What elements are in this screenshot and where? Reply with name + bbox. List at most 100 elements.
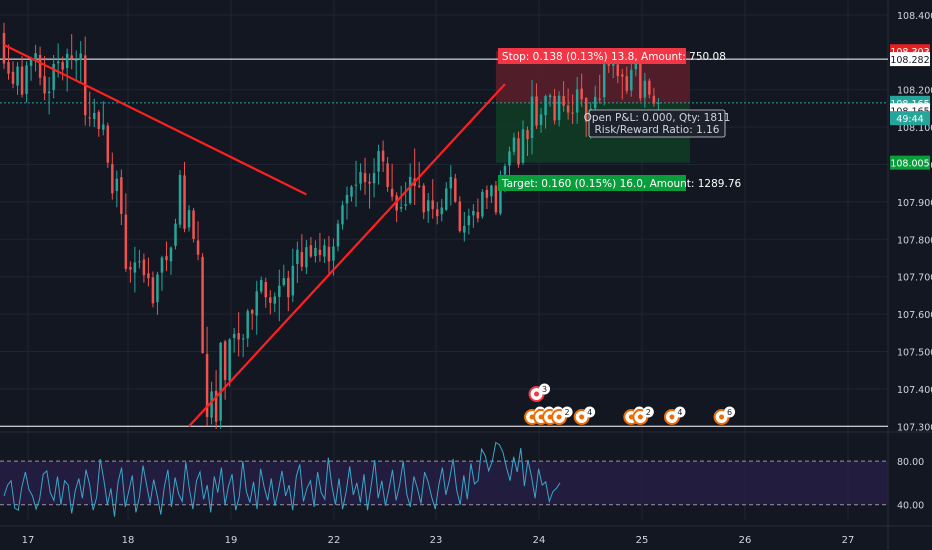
candle-body[interactable] bbox=[584, 97, 588, 122]
candle-body[interactable] bbox=[318, 249, 322, 256]
candle-body[interactable] bbox=[278, 285, 281, 297]
candle-body[interactable] bbox=[481, 191, 484, 217]
candle-body[interactable] bbox=[345, 194, 349, 204]
candle-body[interactable] bbox=[300, 252, 304, 267]
candle-body[interactable] bbox=[436, 209, 439, 217]
candle-body[interactable] bbox=[43, 76, 46, 94]
candle-body[interactable] bbox=[102, 124, 105, 130]
event-marker[interactable]: 4 bbox=[663, 406, 686, 425]
candle-body[interactable] bbox=[133, 262, 137, 273]
candle-body[interactable] bbox=[29, 59, 33, 66]
candle-body[interactable] bbox=[467, 215, 471, 226]
candle-body[interactable] bbox=[548, 95, 552, 98]
candle-body[interactable] bbox=[612, 62, 615, 66]
candle-body[interactable] bbox=[359, 172, 362, 184]
candle-body[interactable] bbox=[56, 61, 60, 64]
candle-body[interactable] bbox=[539, 114, 543, 125]
candle-body[interactable] bbox=[138, 261, 141, 263]
candle-body[interactable] bbox=[557, 95, 561, 121]
candle-body[interactable] bbox=[336, 223, 340, 247]
candle-body[interactable] bbox=[490, 185, 493, 197]
candle-body[interactable] bbox=[65, 53, 69, 69]
candle-body[interactable] bbox=[593, 96, 597, 109]
candle-body[interactable] bbox=[449, 176, 453, 189]
short-position-tool[interactable] bbox=[495, 51, 690, 163]
candle-body[interactable] bbox=[580, 88, 583, 100]
candle-body[interactable] bbox=[494, 185, 498, 213]
candle-body[interactable] bbox=[70, 55, 73, 59]
candle-body[interactable] bbox=[408, 176, 412, 204]
candle-body[interactable] bbox=[2, 32, 6, 64]
candle-body[interactable] bbox=[314, 247, 317, 257]
event-marker[interactable]: 3 bbox=[528, 383, 551, 402]
candle-body[interactable] bbox=[431, 200, 434, 210]
candle-body[interactable] bbox=[196, 240, 200, 255]
candle-body[interactable] bbox=[111, 164, 114, 194]
candle-body[interactable] bbox=[228, 339, 231, 381]
candle-body[interactable] bbox=[47, 91, 51, 94]
candle-body[interactable] bbox=[485, 189, 489, 198]
event-marker[interactable]: 6 bbox=[713, 406, 736, 425]
candle-body[interactable] bbox=[643, 80, 647, 98]
candle-body[interactable] bbox=[309, 245, 313, 257]
candle-body[interactable] bbox=[282, 278, 286, 285]
candle-body[interactable] bbox=[571, 112, 574, 114]
candle-body[interactable] bbox=[634, 62, 638, 70]
event-marker[interactable]: 4 bbox=[573, 406, 596, 425]
candle-body[interactable] bbox=[269, 297, 272, 303]
candle-body[interactable] bbox=[165, 256, 168, 261]
candle-body[interactable] bbox=[192, 210, 195, 239]
candle-body[interactable] bbox=[106, 125, 110, 163]
candle-body[interactable] bbox=[327, 246, 331, 262]
candle-body[interactable] bbox=[291, 265, 295, 296]
candle-body[interactable] bbox=[454, 178, 457, 202]
candle-body[interactable] bbox=[223, 341, 227, 380]
candle-body[interactable] bbox=[621, 74, 624, 77]
candle-body[interactable] bbox=[472, 210, 475, 216]
candle-body[interactable] bbox=[440, 207, 444, 215]
candle-body[interactable] bbox=[381, 150, 385, 162]
candle-body[interactable] bbox=[79, 53, 82, 61]
candle-body[interactable] bbox=[93, 112, 96, 119]
candle-body[interactable] bbox=[237, 333, 240, 340]
candle-body[interactable] bbox=[129, 266, 132, 270]
candle-body[interactable] bbox=[156, 274, 159, 303]
candle-body[interactable] bbox=[648, 80, 651, 95]
candle-body[interactable] bbox=[553, 96, 556, 121]
candle-body[interactable] bbox=[305, 247, 308, 268]
candle-body[interactable] bbox=[61, 62, 64, 70]
candle-body[interactable] bbox=[562, 96, 565, 106]
candle-body[interactable] bbox=[147, 273, 150, 279]
candle-body[interactable] bbox=[260, 280, 263, 292]
candlestick-series[interactable] bbox=[2, 22, 660, 429]
trendline-2[interactable] bbox=[188, 83, 506, 428]
candle-body[interactable] bbox=[11, 71, 15, 84]
candle-body[interactable] bbox=[350, 186, 353, 197]
candle-body[interactable] bbox=[476, 212, 480, 219]
candle-body[interactable] bbox=[399, 207, 403, 209]
candle-body[interactable] bbox=[16, 66, 19, 86]
candle-body[interactable] bbox=[25, 65, 28, 94]
candle-body[interactable] bbox=[20, 66, 24, 95]
candle-body[interactable] bbox=[178, 174, 182, 225]
candle-body[interactable] bbox=[512, 137, 516, 152]
candle-body[interactable] bbox=[264, 281, 267, 298]
candle-body[interactable] bbox=[463, 225, 466, 233]
candle-body[interactable] bbox=[422, 185, 425, 213]
candle-body[interactable] bbox=[521, 129, 525, 163]
candle-body[interactable] bbox=[205, 354, 209, 417]
candle-body[interactable] bbox=[566, 105, 570, 113]
candle-body[interactable] bbox=[503, 166, 507, 175]
candle-body[interactable] bbox=[219, 342, 222, 421]
candle-body[interactable] bbox=[74, 60, 78, 62]
candle-body[interactable] bbox=[296, 249, 299, 264]
candle-body[interactable] bbox=[499, 176, 502, 214]
candle-body[interactable] bbox=[115, 178, 119, 192]
candle-body[interactable] bbox=[174, 223, 177, 247]
candle-body[interactable] bbox=[508, 151, 511, 166]
candle-body[interactable] bbox=[52, 63, 55, 91]
candle-body[interactable] bbox=[517, 138, 520, 165]
candle-body[interactable] bbox=[652, 95, 656, 104]
candle-body[interactable] bbox=[97, 112, 101, 129]
